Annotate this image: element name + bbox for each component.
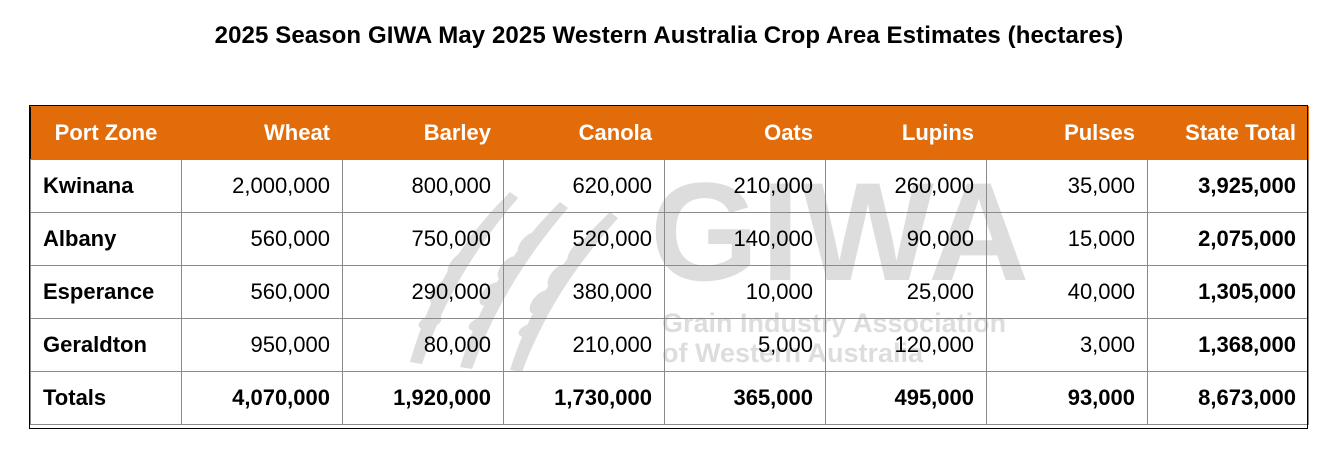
canola-cell: 210,000 [503, 318, 665, 372]
state-total-cell: 1,305,000 [1147, 265, 1309, 319]
state-total-cell: 3,925,000 [1147, 159, 1309, 213]
column-header-state-total: State Total [1147, 106, 1309, 160]
barley-cell: 800,000 [342, 159, 504, 213]
table-header-row: Port Zone Wheat Barley Canola Oats Lupin… [30, 106, 1309, 160]
table-row: Esperance 560,000 290,000 380,000 10,000… [30, 265, 1309, 319]
state-total-cell: 2,075,000 [1147, 212, 1309, 266]
column-header-oats: Oats [664, 106, 826, 160]
wheat-total-cell: 4,070,000 [181, 371, 343, 425]
pulses-total-cell: 93,000 [986, 371, 1148, 425]
table-row: Kwinana 2,000,000 800,000 620,000 210,00… [30, 159, 1309, 213]
column-header-lupins: Lupins [825, 106, 987, 160]
port-zone-cell: Geraldton [30, 318, 182, 372]
oats-cell: 210,000 [664, 159, 826, 213]
lupins-total-cell: 495,000 [825, 371, 987, 425]
lupins-cell: 120,000 [825, 318, 987, 372]
port-zone-cell: Albany [30, 212, 182, 266]
crop-area-table: Port Zone Wheat Barley Canola Oats Lupin… [30, 106, 1309, 425]
wheat-cell: 560,000 [181, 212, 343, 266]
oats-cell: 140,000 [664, 212, 826, 266]
table-row: Geraldton 950,000 80,000 210,000 5,000 1… [30, 318, 1309, 372]
port-zone-cell: Esperance [30, 265, 182, 319]
canola-cell: 380,000 [503, 265, 665, 319]
lupins-cell: 260,000 [825, 159, 987, 213]
totals-label: Totals [30, 371, 182, 425]
pulses-cell: 40,000 [986, 265, 1148, 319]
grand-total-cell: 8,673,000 [1147, 371, 1309, 425]
canola-cell: 520,000 [503, 212, 665, 266]
column-header-canola: Canola [503, 106, 665, 160]
port-zone-cell: Kwinana [30, 159, 182, 213]
totals-row: Totals 4,070,000 1,920,000 1,730,000 365… [30, 371, 1309, 425]
page-title: 2025 Season GIWA May 2025 Western Austra… [214, 22, 1124, 49]
lupins-cell: 90,000 [825, 212, 987, 266]
pulses-cell: 3,000 [986, 318, 1148, 372]
wheat-cell: 950,000 [181, 318, 343, 372]
column-header-port-zone: Port Zone [30, 106, 182, 160]
wheat-cell: 2,000,000 [181, 159, 343, 213]
canola-cell: 620,000 [503, 159, 665, 213]
barley-total-cell: 1,920,000 [342, 371, 504, 425]
barley-cell: 750,000 [342, 212, 504, 266]
column-header-pulses: Pulses [986, 106, 1148, 160]
column-header-wheat: Wheat [181, 106, 343, 160]
barley-cell: 290,000 [342, 265, 504, 319]
oats-total-cell: 365,000 [664, 371, 826, 425]
pulses-cell: 35,000 [986, 159, 1148, 213]
canola-total-cell: 1,730,000 [503, 371, 665, 425]
wheat-cell: 560,000 [181, 265, 343, 319]
lupins-cell: 25,000 [825, 265, 987, 319]
table-row: Albany 560,000 750,000 520,000 140,000 9… [30, 212, 1309, 266]
column-header-barley: Barley [342, 106, 504, 160]
state-total-cell: 1,368,000 [1147, 318, 1309, 372]
barley-cell: 80,000 [342, 318, 504, 372]
oats-cell: 5,000 [664, 318, 826, 372]
oats-cell: 10,000 [664, 265, 826, 319]
pulses-cell: 15,000 [986, 212, 1148, 266]
